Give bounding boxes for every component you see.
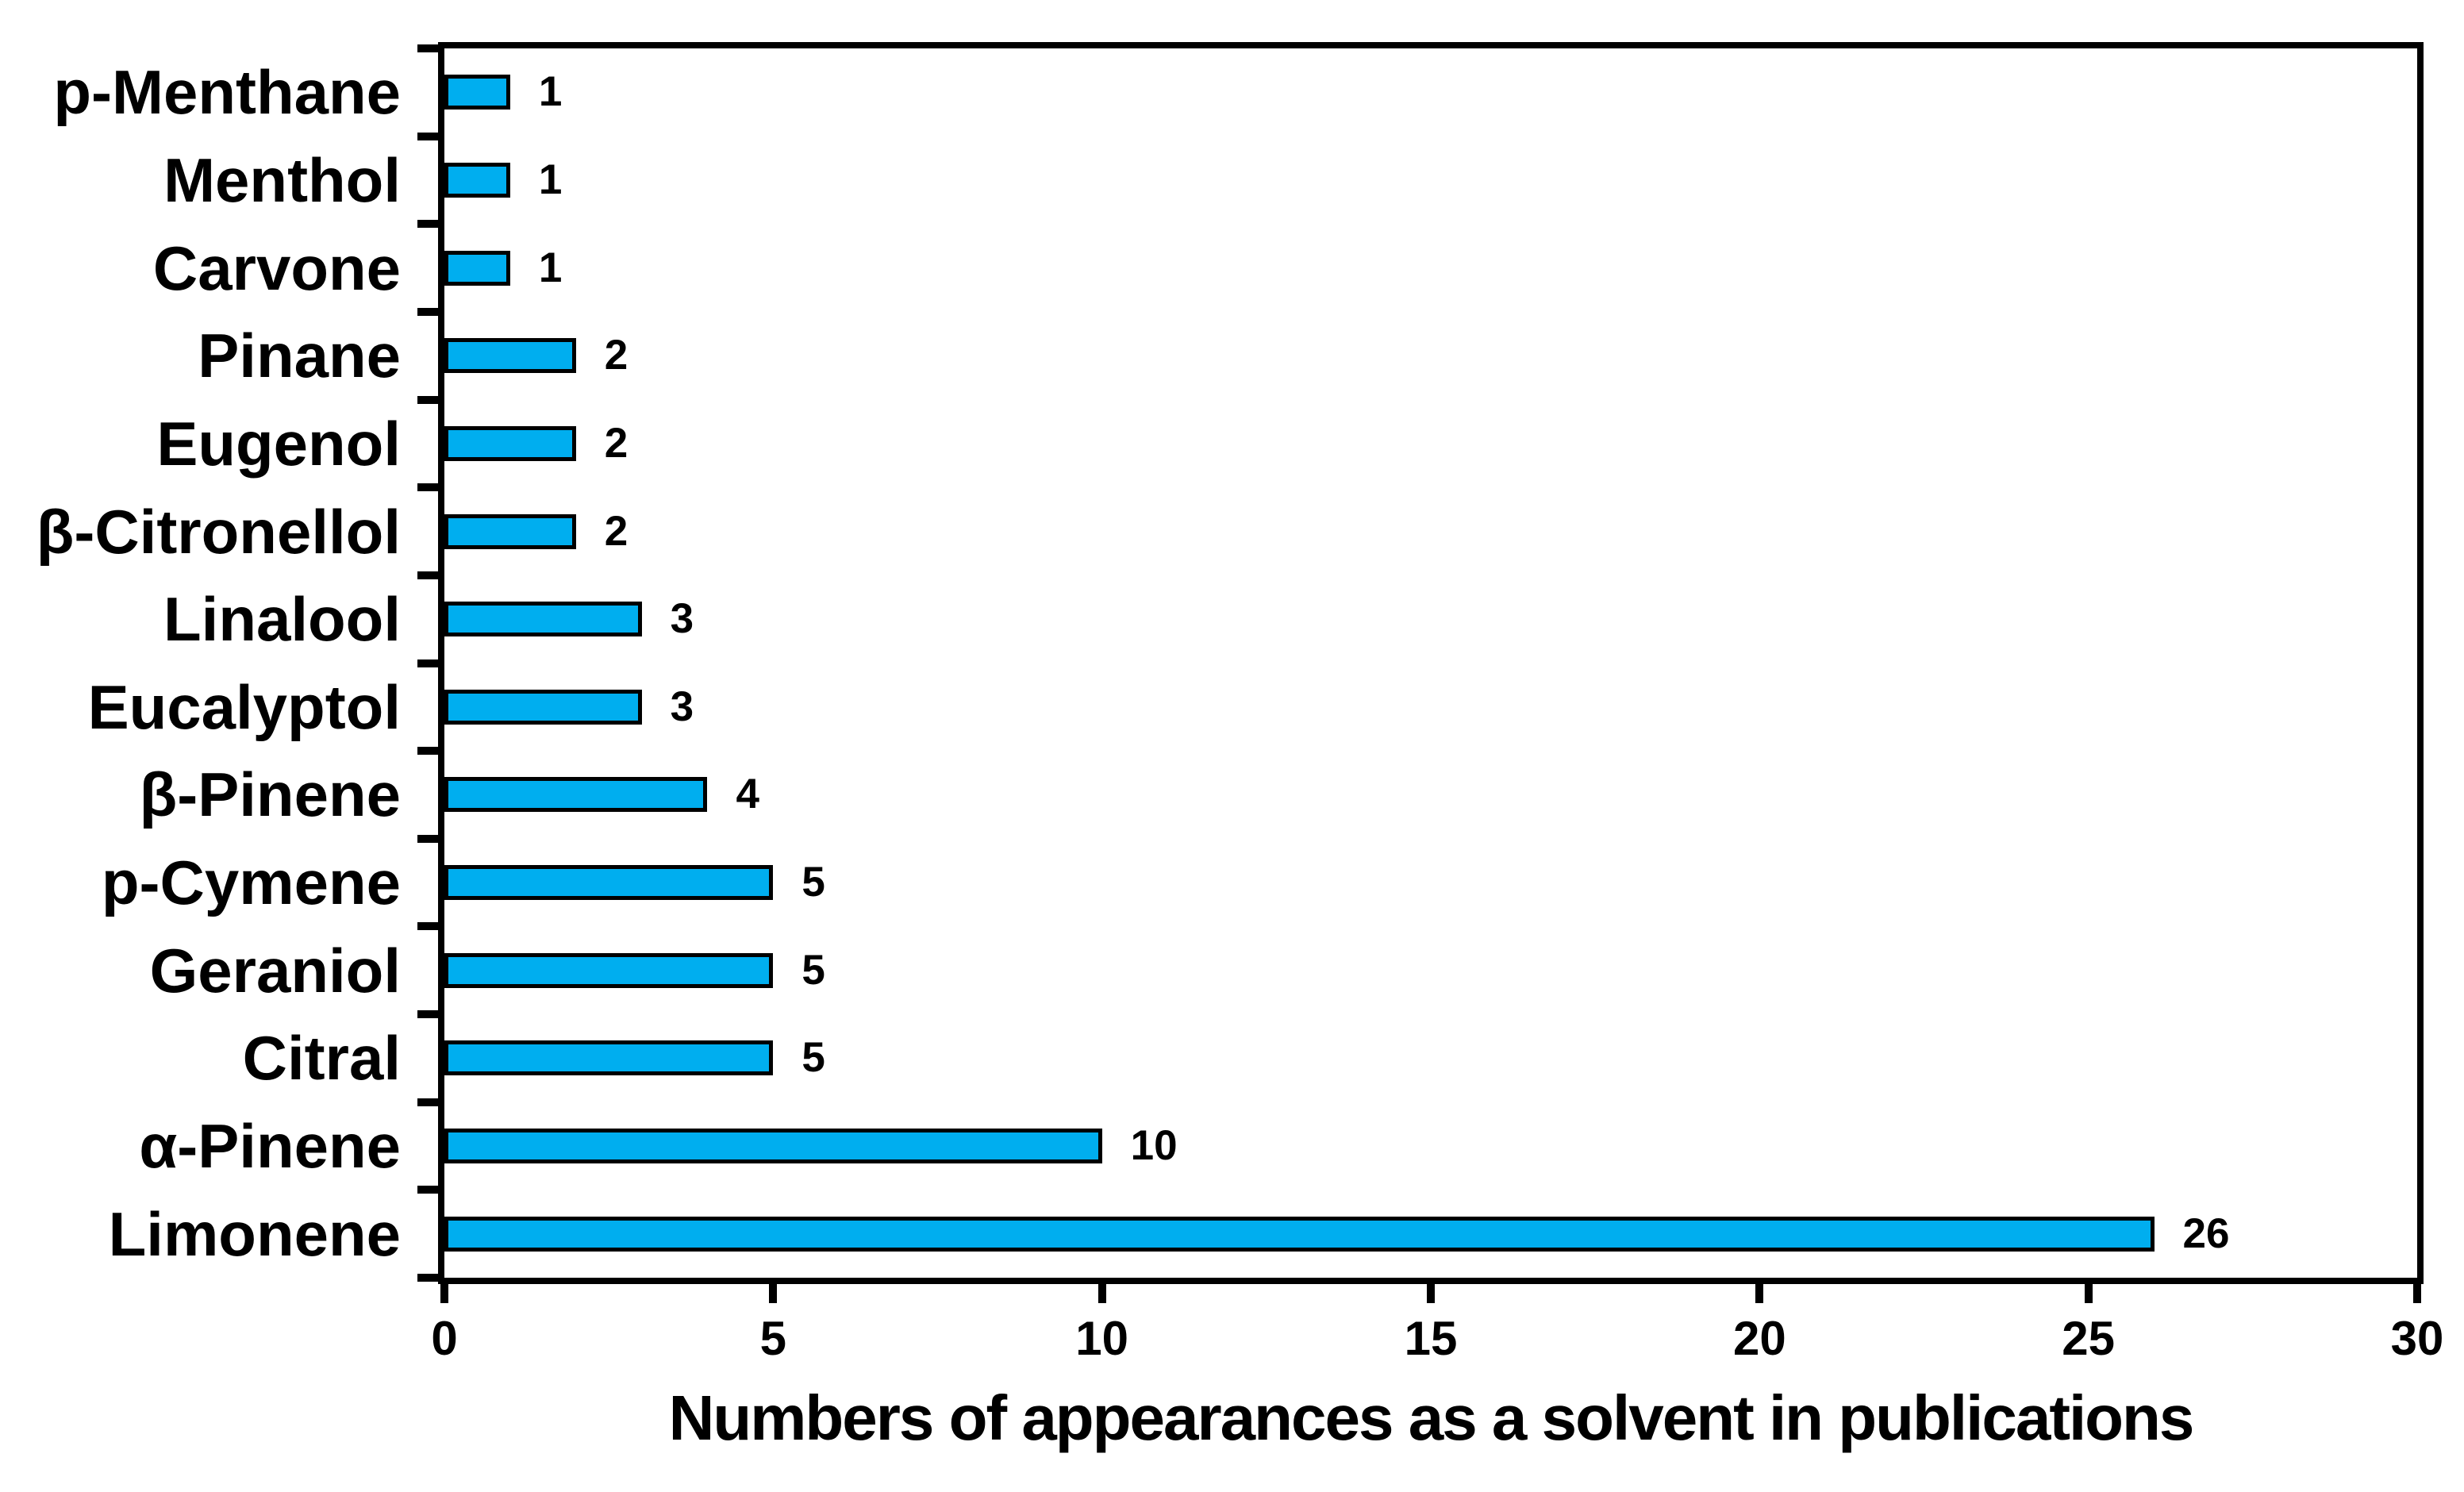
y-tick-mark	[417, 834, 444, 843]
bar-value-label: 4	[736, 771, 759, 818]
y-axis-ticks	[417, 44, 2417, 1282]
y-tick-mark	[417, 132, 444, 140]
bar-Carvone	[444, 250, 510, 286]
category-label: p-Cymene	[101, 848, 401, 918]
bar-Linalool	[444, 602, 642, 637]
x-tick-mark	[2413, 1284, 2421, 1303]
y-axis-category-labels: p-Menthane Menthol Carvone Pinane Eugenol β-C…	[0, 48, 401, 1278]
x-tick-label: 20	[1732, 1312, 1786, 1365]
bar-Menthol	[444, 162, 510, 198]
x-axis-ticks	[440, 1284, 2421, 1305]
y-tick-mark	[417, 922, 444, 931]
y-tick-mark	[417, 1010, 444, 1019]
bar-value-label: 2	[604, 419, 628, 467]
x-axis-title: Numbers of appearances as a solvent in p…	[668, 1382, 2195, 1453]
plot-area	[438, 42, 2424, 1284]
x-tick-mark	[769, 1284, 778, 1303]
y-tick-mark	[417, 483, 444, 492]
bars-layer: 1 1 1 2 2 2 3 3 4 5 5 5 10 26	[444, 48, 2417, 1278]
x-tick-mark	[1427, 1284, 1435, 1303]
bar-p-Cymene	[444, 865, 774, 901]
bar-value-label: 5	[801, 946, 825, 994]
x-axis-tick-labels: 0 5 10 15 20 25 30	[431, 1311, 2443, 1367]
category-label: Linalool	[163, 584, 401, 655]
x-tick-mark	[440, 1284, 448, 1303]
y-tick-mark	[417, 44, 444, 52]
bar-Pinane	[444, 338, 576, 374]
bar-Eugenol	[444, 425, 576, 461]
y-tick-mark	[417, 307, 444, 316]
bar-value-label: 3	[670, 595, 694, 643]
bar-Limonene	[444, 1216, 2155, 1252]
x-tick-label: 10	[1075, 1312, 1129, 1365]
y-tick-mark	[417, 659, 444, 667]
category-label: β-Citronellol	[36, 496, 401, 567]
x-tick-label: 30	[2390, 1312, 2444, 1365]
x-tick-label: 25	[2062, 1312, 2116, 1365]
x-tick-label: 5	[759, 1312, 787, 1365]
y-tick-mark	[417, 747, 444, 756]
category-label: Pinane	[198, 321, 401, 391]
x-tick-mark	[2084, 1284, 2093, 1303]
x-tick-mark	[1097, 1284, 1106, 1303]
y-tick-mark	[417, 571, 444, 579]
bar-p-Menthane	[444, 75, 510, 110]
y-tick-mark	[417, 220, 444, 229]
bar-β-Pinene	[444, 777, 708, 813]
bar-value-label: 5	[801, 1034, 825, 1082]
category-label: Limonene	[108, 1198, 401, 1269]
category-label: Citral	[242, 1023, 401, 1094]
category-label: β-Pinene	[139, 759, 401, 830]
bar-α-Pinene	[444, 1129, 1102, 1164]
bar-Geraniol	[444, 952, 774, 988]
category-label: Geraniol	[149, 935, 401, 1006]
bar-β-Citronellol	[444, 513, 576, 549]
category-label: p-Menthane	[53, 57, 401, 128]
y-tick-mark	[417, 1186, 444, 1194]
bar-Eucalyptol	[444, 689, 642, 725]
x-tick-label: 0	[431, 1312, 458, 1365]
category-label: Menthol	[163, 144, 401, 215]
bar-value-label: 1	[538, 156, 563, 203]
category-label: Eucalyptol	[87, 671, 401, 742]
bar-value-label: 1	[538, 244, 563, 291]
bar-value-label: 1	[538, 68, 563, 116]
bar-value-label: 2	[604, 507, 628, 555]
bar-Citral	[444, 1040, 774, 1076]
y-tick-mark	[417, 1274, 444, 1282]
bar-value-label: 10	[1130, 1122, 1178, 1170]
category-label: α-Pinene	[139, 1111, 401, 1182]
y-tick-mark	[417, 395, 444, 404]
x-tick-mark	[1755, 1284, 1764, 1303]
bar-value-label: 5	[801, 859, 825, 906]
x-tick-label: 15	[1404, 1312, 1458, 1365]
bar-value-label: 3	[670, 683, 694, 730]
category-label: Eugenol	[156, 408, 401, 479]
bar-value-label: 2	[604, 332, 628, 379]
y-tick-mark	[417, 1098, 444, 1106]
bar-value-label: 26	[2182, 1209, 2230, 1257]
category-label: Carvone	[152, 233, 401, 303]
